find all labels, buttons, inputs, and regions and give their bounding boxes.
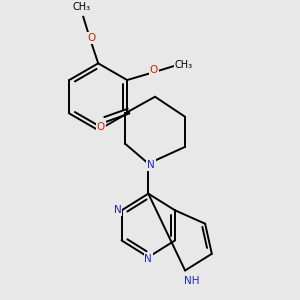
Text: N: N <box>114 205 122 215</box>
Text: CH₃: CH₃ <box>175 60 193 70</box>
Text: O: O <box>150 65 158 75</box>
Text: N: N <box>145 254 152 264</box>
Text: N: N <box>147 160 155 170</box>
Text: NH: NH <box>184 275 200 286</box>
Text: O: O <box>87 33 96 43</box>
Text: CH₃: CH₃ <box>72 2 91 11</box>
Text: O: O <box>97 122 105 132</box>
